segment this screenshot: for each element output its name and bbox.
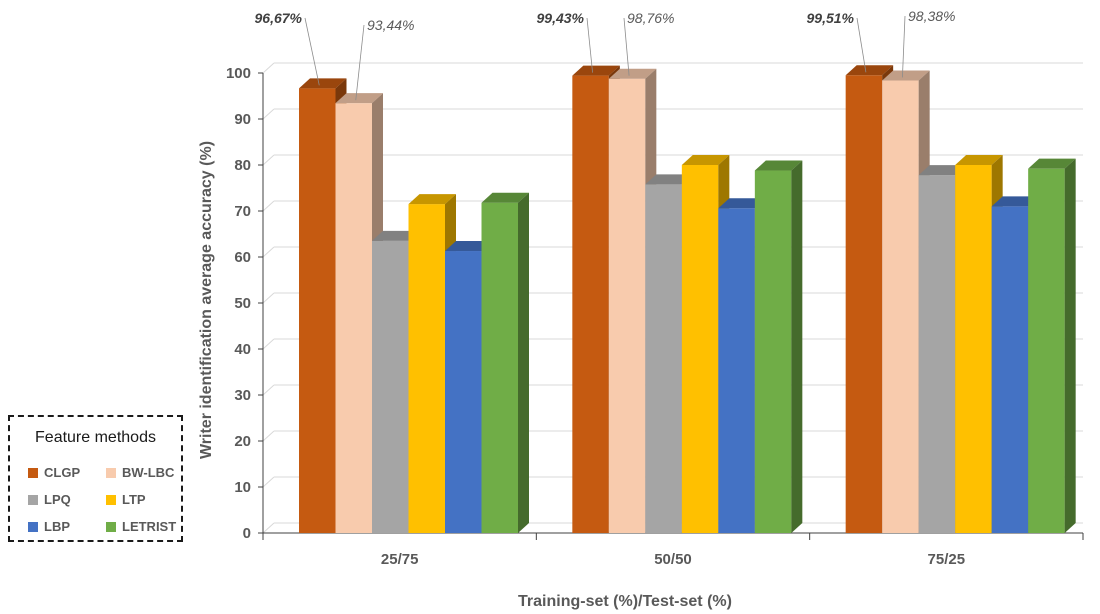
- y-tick-label: 0: [243, 525, 251, 542]
- grid-line-diag: [262, 154, 275, 166]
- y-tick-label: 10: [234, 479, 251, 496]
- y-tick-label: 60: [234, 249, 251, 266]
- legend-item-lbp: LBP: [28, 519, 70, 534]
- annotations: 96,67% 93,44% 99,43% 98,76% 99,51% 98,38%: [255, 8, 955, 101]
- grid-line-diag: [262, 200, 275, 212]
- svg-text:96,67%: 96,67%: [255, 10, 303, 26]
- data-label: 98,76%: [623, 10, 674, 76]
- y-tick-label: 70: [234, 203, 251, 220]
- legend-label: LPQ: [44, 492, 71, 507]
- grid-line-diag: [262, 384, 275, 396]
- y-tick-label: 90: [234, 111, 251, 128]
- data-label: 99,51%: [807, 10, 867, 73]
- legend-swatch: [28, 468, 38, 478]
- grid-line-diag: [262, 62, 275, 74]
- grid-line-diag: [262, 522, 275, 534]
- legend-item-lpq: LPQ: [28, 492, 71, 507]
- y-tick-label: 50: [234, 295, 251, 312]
- bar-letrist-50-50: [754, 160, 803, 533]
- x-tick-label: 50/50: [654, 551, 692, 568]
- grid-line-diag: [262, 476, 275, 488]
- legend-label: LTP: [122, 492, 146, 507]
- x-tick-label: 75/25: [928, 551, 966, 568]
- y-tick-label: 40: [234, 341, 251, 358]
- grid-line-diag: [262, 108, 275, 120]
- y-tick-label: 20: [234, 433, 251, 450]
- svg-text:99,43%: 99,43%: [537, 10, 585, 26]
- grid-line-diag: [262, 430, 275, 442]
- legend-swatch: [28, 522, 38, 532]
- legend-swatch: [106, 468, 116, 478]
- legend-item-ltp: LTP: [106, 492, 146, 507]
- svg-text:93,44%: 93,44%: [367, 17, 414, 33]
- bar-ltp-25-75: [408, 194, 456, 533]
- grid-line-diag: [262, 292, 275, 304]
- grid-line-diag: [262, 338, 275, 350]
- bar-letrist-25-75: [481, 192, 529, 533]
- legend-item-bw-lbc: BW-LBC: [106, 465, 174, 480]
- legend-label: CLGP: [44, 465, 81, 480]
- data-label: 96,67%: [255, 10, 320, 86]
- legend-item-clgp: CLGP: [28, 465, 80, 480]
- svg-text:98,38%: 98,38%: [908, 8, 955, 24]
- legend-swatch: [106, 522, 116, 532]
- legend-label: LETRIST: [122, 519, 177, 534]
- legend-title: Feature methods: [35, 429, 156, 446]
- legend-swatch: [28, 495, 38, 505]
- grid-line-diag: [262, 246, 275, 258]
- x-axis-title: Training-set (%)/Test-set (%): [518, 593, 732, 610]
- legend-item-letrist: LETRIST: [106, 519, 176, 534]
- bar-letrist-75-25: [1028, 158, 1076, 533]
- data-label: 98,38%: [902, 8, 955, 78]
- legend-label: LBP: [44, 519, 70, 534]
- svg-text:98,76%: 98,76%: [627, 10, 674, 26]
- data-label: 93,44%: [355, 17, 414, 101]
- data-label: 99,43%: [537, 10, 593, 73]
- y-axis-title: Writer identification average accuracy (…: [198, 141, 215, 459]
- bars: [299, 65, 1076, 534]
- legend: Feature methods CLGP BW-LBC LPQ LTP LBP LETRI…: [8, 415, 183, 542]
- svg-text:99,51%: 99,51%: [807, 10, 855, 26]
- legend-swatch: [106, 495, 116, 505]
- y-tick-label: 30: [234, 387, 251, 404]
- y-tick-label: 100: [226, 65, 251, 82]
- x-tick-label: 25/75: [381, 551, 419, 568]
- legend-label: BW-LBC: [122, 465, 175, 480]
- y-tick-label: 80: [234, 157, 251, 174]
